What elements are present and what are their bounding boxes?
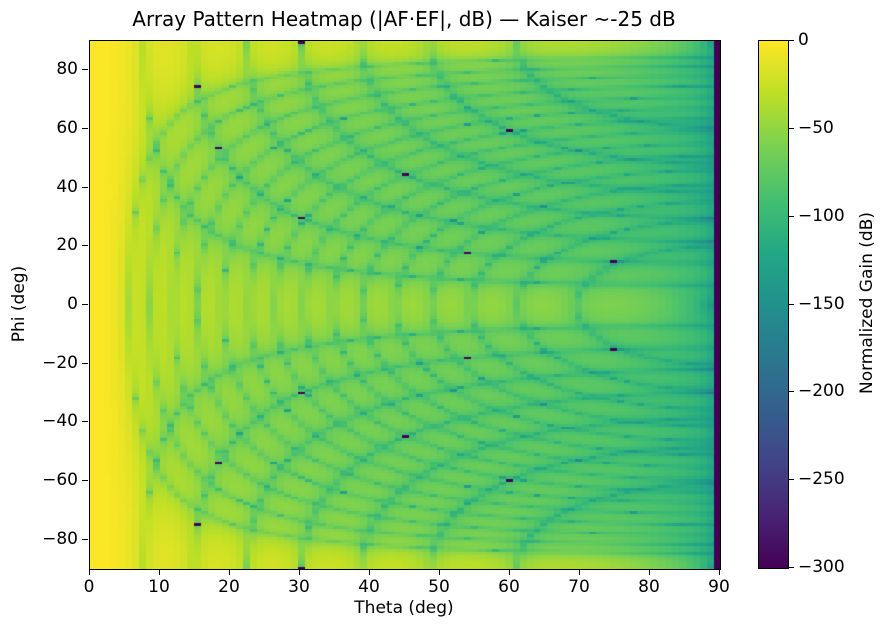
colorbar-tick-mark [788,303,794,305]
y-axis-label: Phi (deg) [9,265,29,343]
y-tick-mark [82,245,88,247]
x-tick-mark [439,569,440,575]
y-tick-mark [82,362,88,364]
y-tick-mark [82,69,88,71]
colorbar-tick-label: −150 [798,293,845,314]
x-tick-mark [509,569,510,575]
x-tick-mark [89,569,90,575]
heatmap-canvas [90,41,720,569]
y-tick-label: 0 [67,294,78,314]
colorbar-gradient [759,41,788,568]
x-tick-label: 0 [83,577,95,597]
y-tick-label: −60 [42,470,78,490]
y-tick-label: 60 [56,118,78,138]
x-tick-label: 40 [358,577,380,597]
colorbar-tick-label: −200 [798,381,845,402]
colorbar-tick-label: 0 [798,30,809,50]
x-tick-label: 70 [568,577,590,597]
y-tick-mark [82,304,88,305]
y-tick-mark [82,186,88,188]
x-tick-mark [649,569,650,575]
x-axis-label: Theta (deg) [354,598,454,618]
colorbar-tick-label: −50 [798,117,834,138]
x-tick-label: 90 [708,577,730,597]
x-tick-mark [229,569,230,575]
y-tick-label: 80 [56,59,78,80]
colorbar-tick-mark [788,40,794,41]
colorbar-tick-mark [788,391,794,393]
y-tick-label: −40 [42,411,78,432]
colorbar-tick-mark [788,567,794,568]
colorbar-tick-mark [788,215,794,217]
x-tick-mark [579,569,580,575]
colorbar-tick-mark [788,479,794,481]
y-tick-label: −20 [42,352,78,373]
colorbar-tick-mark [788,127,794,129]
chart-title: Array Pattern Heatmap (|AF·EF|, dB) — Ka… [132,7,676,31]
y-tick-label: −80 [42,528,78,549]
x-tick-mark [719,569,720,575]
y-tick-mark [82,538,88,540]
colorbar-tick-label: −250 [798,469,845,490]
x-tick-label: 20 [218,577,240,597]
x-tick-label: 10 [148,577,170,597]
plot-area [89,40,721,570]
y-tick-mark [82,421,88,423]
x-tick-mark [159,569,160,575]
x-tick-label: 50 [428,577,450,597]
y-tick-mark [82,128,88,129]
y-tick-label: 40 [56,176,78,197]
x-tick-label: 30 [288,577,310,597]
colorbar-tick-label: −300 [798,557,845,577]
x-tick-mark [299,569,300,575]
colorbar-label: Normalized Gain (dB) [857,211,877,395]
x-tick-label: 60 [498,577,520,597]
y-tick-mark [82,480,88,481]
colorbar-tick-label: −100 [798,205,845,226]
x-tick-mark [369,569,370,575]
colorbar [758,40,789,569]
y-tick-label: 20 [56,235,78,256]
x-tick-label: 80 [638,577,660,597]
